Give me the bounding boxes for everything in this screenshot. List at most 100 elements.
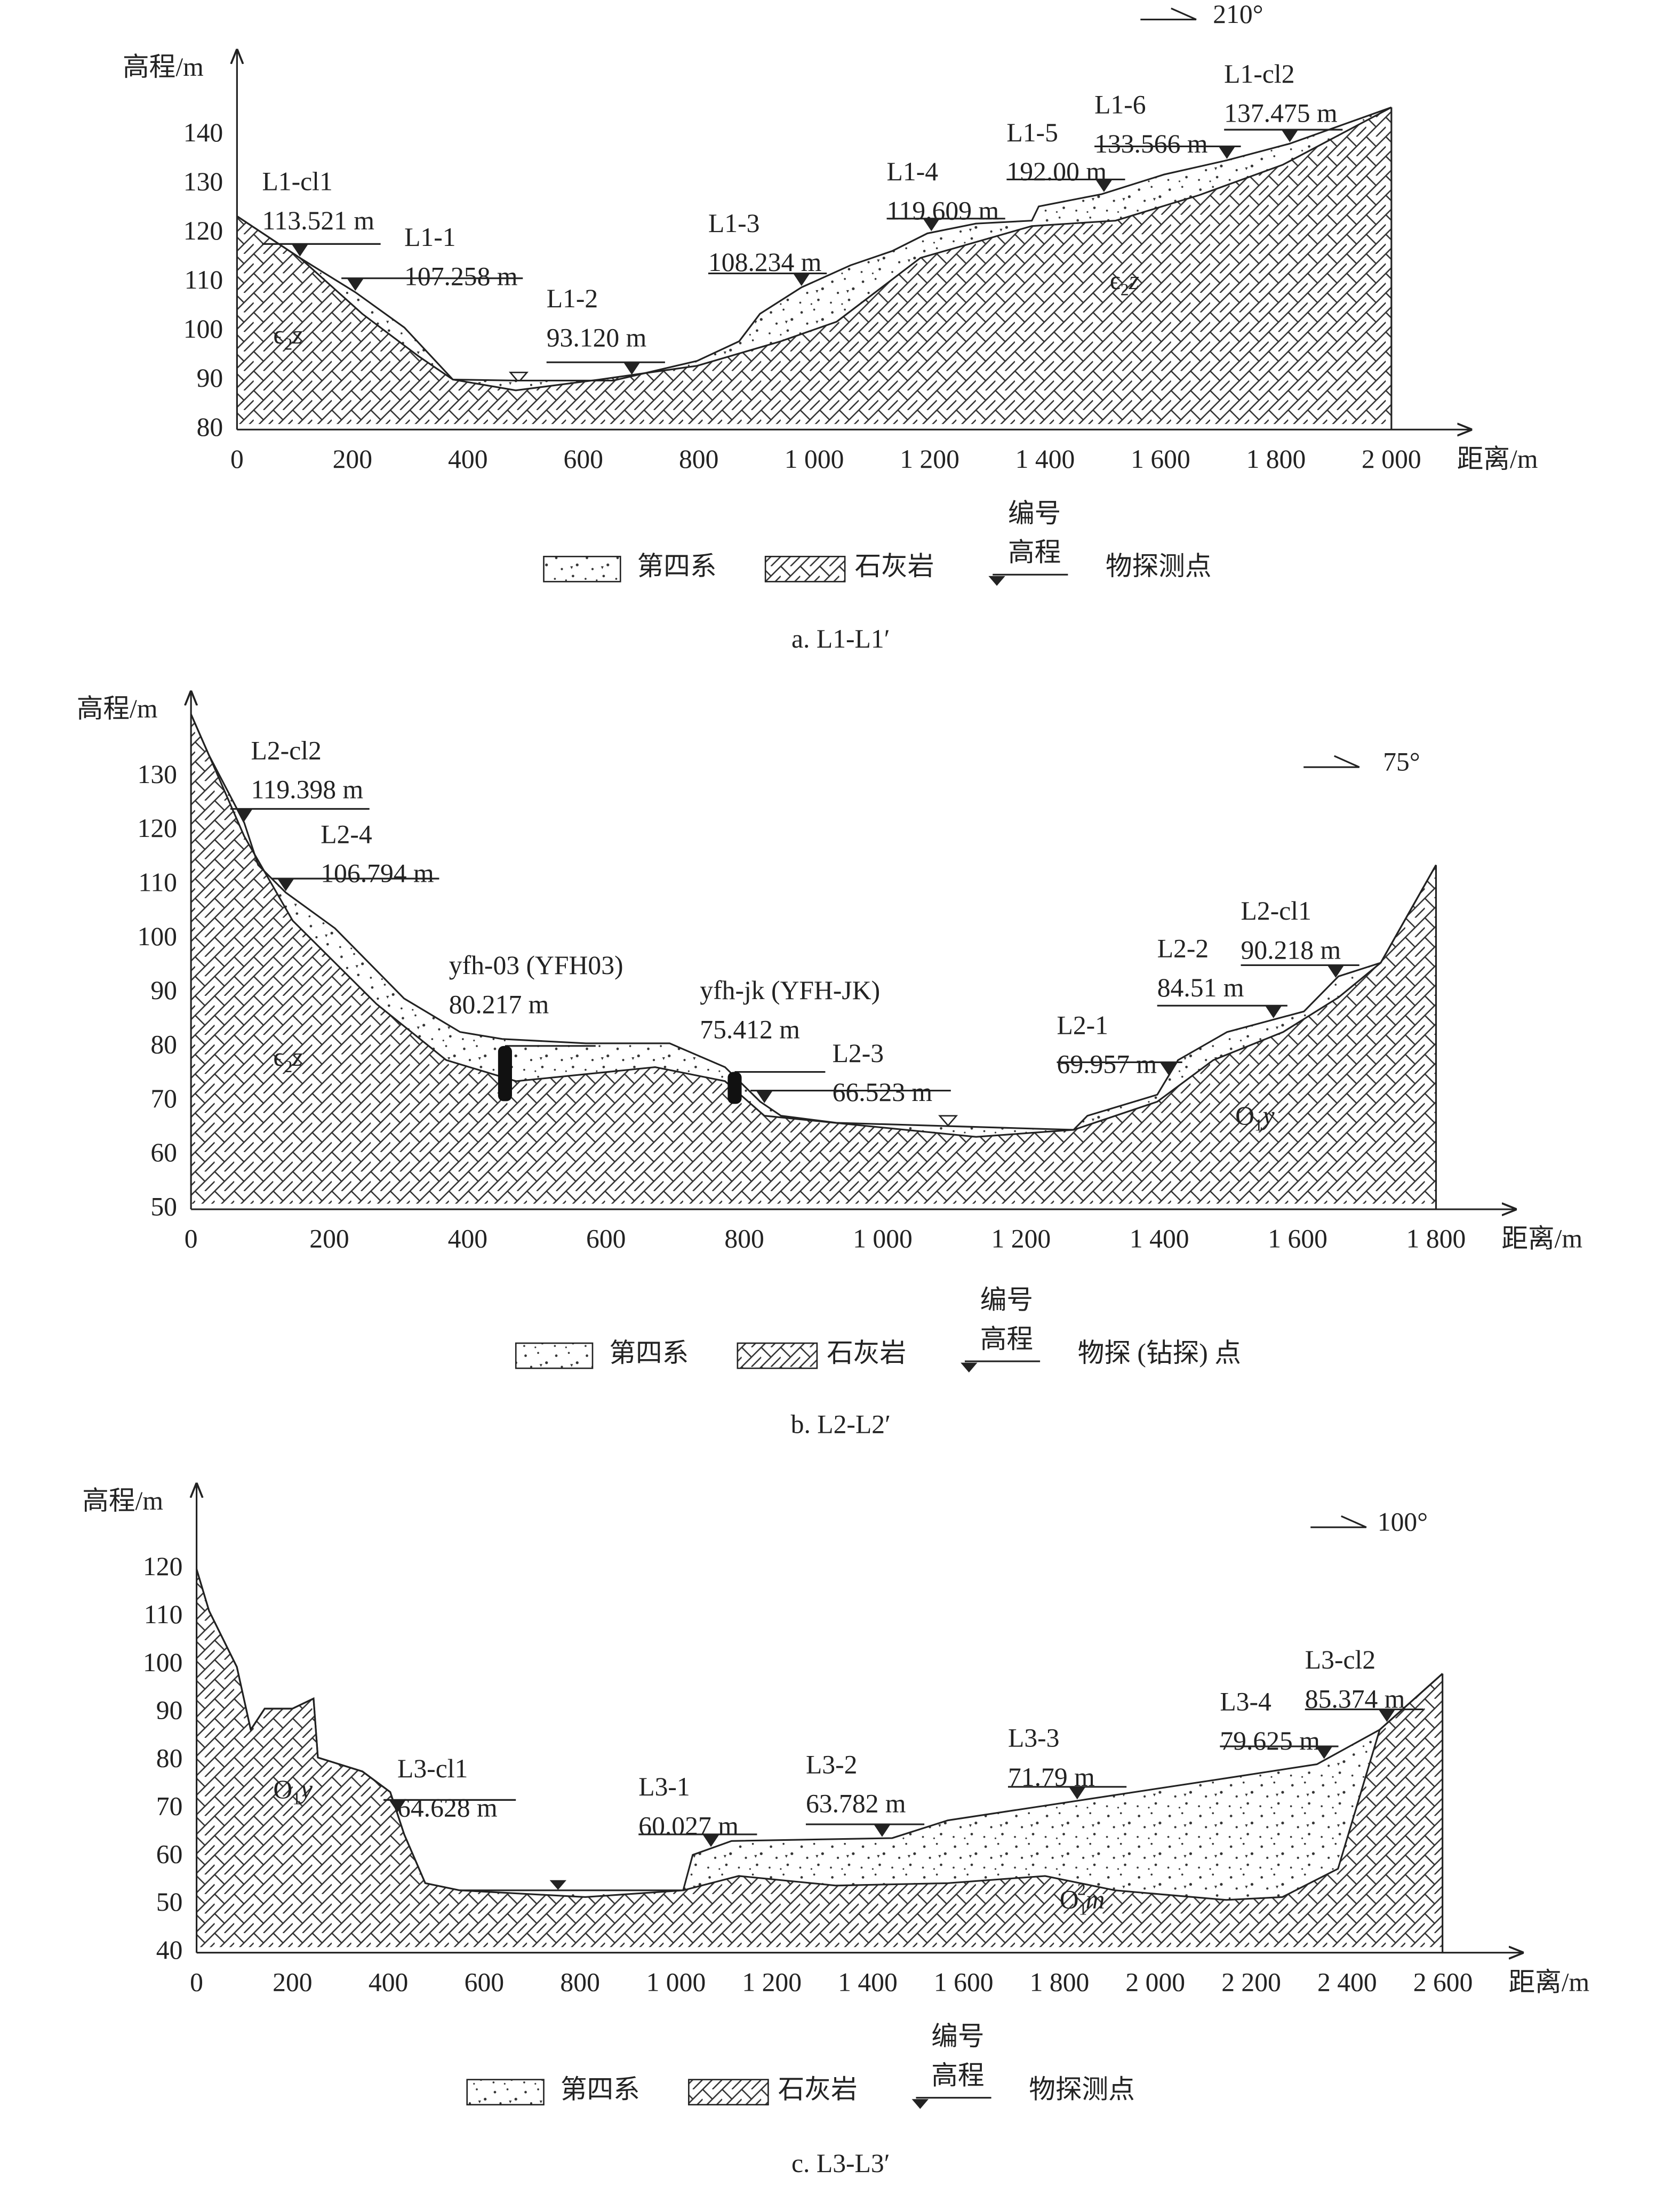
point-name: L1-2 (547, 284, 598, 313)
water-level (508, 371, 529, 384)
x-tick-label: 1 800 (1246, 444, 1306, 474)
direction-label: 210° (1213, 0, 1263, 29)
legend-key-bottom: 高程 (931, 2061, 984, 2090)
borehole (498, 1045, 512, 1102)
point-elevation: 133.566 m (1094, 129, 1207, 158)
survey-marker (1095, 179, 1113, 193)
y-tick-label: 100 (143, 1648, 182, 1677)
y-tick-label: 80 (197, 412, 223, 442)
survey-marker (236, 809, 253, 821)
formation-sub: 1 (1079, 1899, 1087, 1918)
y-tick-label: 130 (183, 167, 223, 196)
legend-swatch-limestone (764, 555, 846, 582)
survey-marker (1378, 1709, 1396, 1722)
legend-label: 第四系 (561, 2075, 640, 2104)
x-tick-label: 0 (185, 1224, 198, 1254)
point-elevation: 137.475 m (1224, 98, 1337, 127)
direction-symbol (1310, 1515, 1367, 1528)
y-tick-label: 40 (156, 1935, 183, 1965)
point-name: L1-1 (404, 222, 456, 252)
formation-tail: y (298, 1775, 313, 1804)
legend-key-top: 编号 (931, 2022, 984, 2051)
legend-swatch-quaternary (543, 555, 621, 582)
formation-base: O (273, 1775, 292, 1804)
x-axis-label: 距离/m (1501, 1224, 1582, 1254)
survey-marker (874, 1824, 891, 1837)
borehole-name: yfh-jk (YFH-JK) (700, 976, 880, 1005)
survey-marker (1159, 1062, 1177, 1075)
borehole-name: yfh-03 (YFH03) (449, 951, 623, 980)
survey-marker (291, 244, 309, 257)
formation-tail: z (292, 1043, 302, 1072)
point-name: L1-5 (1006, 118, 1058, 147)
y-tick-label: 120 (138, 813, 177, 843)
y-tick-label: 70 (150, 1084, 177, 1113)
x-tick-label: 1 800 (1406, 1224, 1466, 1254)
formation-tail: m (1086, 1885, 1105, 1914)
y-tick-label: 90 (156, 1696, 183, 1725)
x-tick-label: 1 000 (785, 444, 844, 474)
x-tick-label: 1 600 (934, 1967, 994, 1997)
point-name: L3-2 (806, 1750, 858, 1779)
legend-key-bottom: 高程 (1008, 538, 1061, 567)
y-tick-label: 100 (183, 314, 223, 344)
surface-line (190, 714, 1437, 1131)
legend-label: 石灰岩 (778, 2075, 858, 2104)
legend-label: 石灰岩 (854, 552, 934, 581)
survey-marker (1265, 1005, 1282, 1018)
point-name: L2-1 (1057, 1011, 1108, 1040)
point-name: L1-6 (1094, 90, 1146, 119)
x-tick-label: 400 (369, 1967, 408, 1997)
x-tick-label: 1 200 (742, 1967, 802, 1997)
x-tick-label: 600 (586, 1224, 626, 1254)
formation-base: ϵ (1110, 266, 1121, 295)
formation-label: ϵ2z (273, 1043, 302, 1076)
point-name: L1-4 (887, 157, 939, 186)
x-tick-label: 0 (230, 444, 244, 474)
x-tick-label: 1 200 (900, 444, 959, 474)
point-name: L3-4 (1220, 1687, 1271, 1717)
limestone-area (196, 1569, 1443, 1947)
y-axis-label: 高程/m (123, 52, 204, 82)
point-name: L3-1 (638, 1772, 690, 1801)
point-elevation: 90.218 m (1241, 935, 1341, 964)
x-tick-label: 2 200 (1221, 1967, 1281, 1997)
y-axis-label: 高程/m (82, 1486, 163, 1515)
survey-marker (1327, 965, 1345, 978)
y-tick-label: 110 (144, 1600, 183, 1629)
survey-marker (277, 879, 294, 891)
water-level (549, 1880, 567, 1890)
x-tick-label: 600 (564, 444, 603, 474)
x-tick-label: 2 600 (1413, 1967, 1473, 1997)
y-tick-label: 130 (138, 760, 177, 789)
direction-symbol (1303, 755, 1360, 768)
formation-sub: 2 (284, 335, 292, 354)
bedrock-line (236, 106, 1392, 392)
point-elevation: 108.234 m (708, 248, 821, 277)
formation-sub: 2 (1121, 281, 1129, 299)
legend-key-top: 编号 (980, 1286, 1033, 1315)
legend-key-label: 物探测点 (1029, 2075, 1135, 2104)
legend-key-bottom: 高程 (980, 1324, 1033, 1354)
point-name: L2-cl1 (1241, 896, 1311, 925)
legend-key-top: 编号 (1008, 499, 1061, 528)
y-tick-label: 50 (156, 1887, 183, 1917)
y-tick-label: 110 (138, 867, 177, 897)
formation-sub: 2 (284, 1057, 292, 1076)
x-axis-label: 距离/m (1508, 1967, 1589, 1997)
x-tick-label: 2 000 (1362, 444, 1421, 474)
x-tick-label: 200 (309, 1224, 349, 1254)
legend-key-label: 物探 (钻探) 点 (1078, 1338, 1241, 1368)
x-tick-label: 0 (190, 1967, 203, 1997)
point-elevation: 107.258 m (404, 261, 517, 291)
surface-line (236, 106, 1392, 381)
limestone-area (237, 107, 1391, 424)
point-name: L2-4 (321, 819, 372, 849)
legend-swatch-quaternary (466, 2079, 545, 2106)
point-name: L3-cl1 (397, 1754, 468, 1783)
panel-title: c. L3-L3′ (791, 2149, 890, 2178)
legend-swatch-limestone (688, 2079, 769, 2106)
x-tick-label: 1 000 (646, 1967, 706, 1997)
panel-title: a. L1-L1′ (791, 624, 890, 653)
